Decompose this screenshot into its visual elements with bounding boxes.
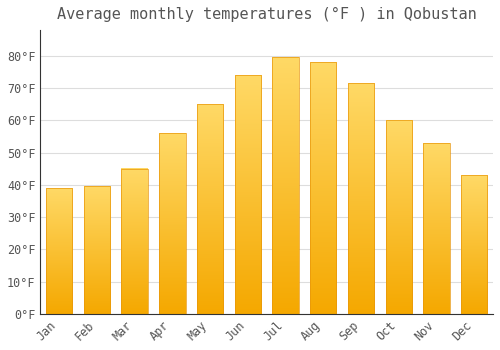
Bar: [159, 133, 186, 314]
Bar: [197, 104, 224, 314]
Bar: [461, 175, 487, 314]
Bar: [122, 169, 148, 314]
Bar: [310, 62, 336, 314]
Bar: [234, 75, 261, 314]
Bar: [272, 57, 299, 314]
Bar: [84, 187, 110, 314]
Bar: [386, 120, 412, 314]
Bar: [348, 83, 374, 314]
Bar: [424, 143, 450, 314]
Bar: [46, 188, 72, 314]
Title: Average monthly temperatures (°F ) in Qobustan: Average monthly temperatures (°F ) in Qo…: [57, 7, 476, 22]
